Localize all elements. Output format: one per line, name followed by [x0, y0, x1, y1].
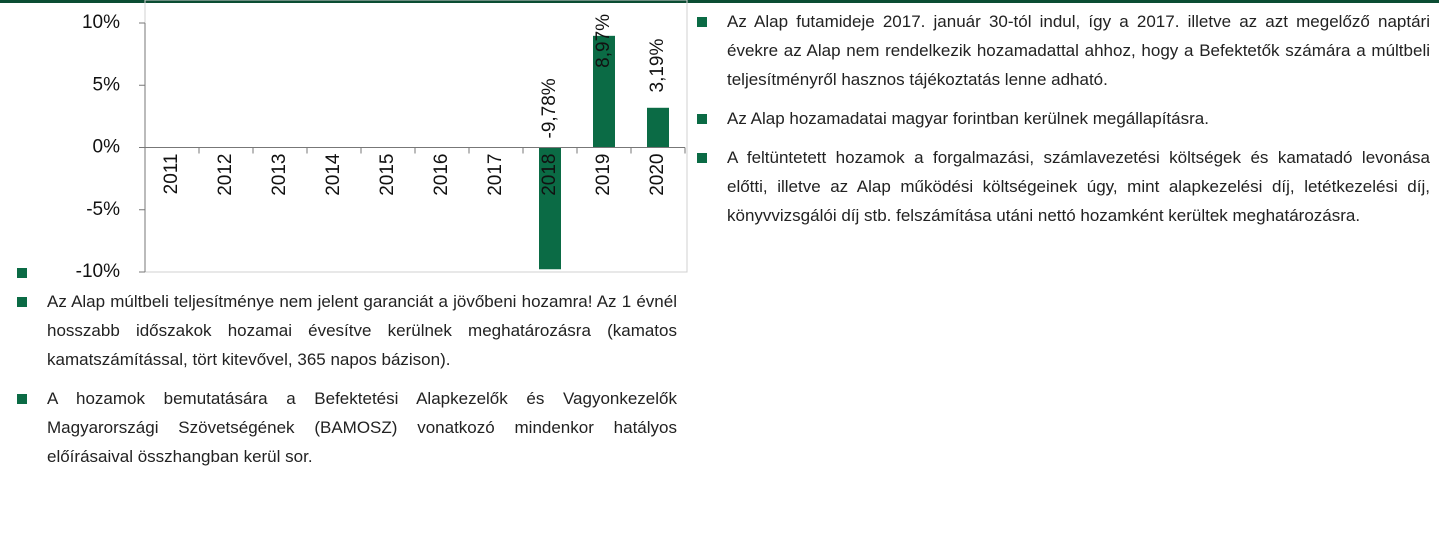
bullet	[697, 114, 707, 124]
chart: -10% -5% 0% 5% 10% -9,78% 8,97% 3,19% 2011 2012 20…	[76, 0, 688, 282]
note: A feltüntetett hozamok a forgalmazási, s…	[697, 143, 1430, 230]
bar	[539, 147, 561, 270]
note-text: A hozamok bemutatására a Befektetési Ala…	[47, 389, 677, 466]
x-tick-label: 2017	[485, 154, 506, 196]
x-tick-label: 2016	[431, 154, 452, 196]
note: Az Alap hozamadatai magyar forintban ker…	[697, 104, 1430, 133]
y-tick-label: 0%	[93, 137, 121, 158]
x-tick-label: 2014	[323, 153, 344, 196]
top-bar	[0, 0, 1439, 3]
bar	[593, 35, 615, 148]
y-tick-label: -5%	[86, 199, 120, 220]
value-label: 3,19%	[647, 39, 668, 93]
x-tick-label: 2020	[647, 154, 668, 196]
note-text: A feltüntetett hozamok a forgalmazási, s…	[727, 148, 1430, 225]
x-tick-label: 2011	[161, 154, 182, 195]
value-label: 8,97%	[593, 14, 614, 68]
x-tick-label: 2018	[539, 154, 560, 196]
note-text: Az Alap hozamadatai magyar forintban ker…	[727, 109, 1209, 128]
y-tick-label: -10%	[76, 261, 120, 282]
y-tick-label: 5%	[93, 74, 121, 95]
note: A hozamok bemutatására a Befektetési Ala…	[17, 384, 677, 471]
bar	[647, 107, 669, 148]
notes-right: Az Alap futamideje 2017. január 30-tól i…	[697, 7, 1430, 240]
y-tick-label: 10%	[82, 12, 120, 33]
note: Az Alap múltbeli teljesítménye nem jelen…	[17, 287, 677, 374]
note-text: Az Alap múltbeli teljesítménye nem jelen…	[47, 292, 677, 369]
x-tick-label: 2012	[215, 154, 236, 196]
x-tick-label: 2019	[593, 154, 614, 196]
bullet	[17, 268, 27, 278]
x-tick-label: 2015	[377, 154, 398, 196]
note: Az Alap futamideje 2017. január 30-tól i…	[697, 7, 1430, 94]
bullet	[697, 17, 707, 27]
x-tick-label: 2013	[269, 154, 290, 196]
value-label: -9,78%	[539, 78, 560, 138]
notes-left: Az Alap múltbeli teljesítménye nem jelen…	[17, 287, 677, 481]
bullet	[17, 297, 27, 307]
bullet	[697, 153, 707, 163]
bullet	[17, 394, 27, 404]
note-text: Az Alap futamideje 2017. január 30-tól i…	[727, 12, 1430, 89]
